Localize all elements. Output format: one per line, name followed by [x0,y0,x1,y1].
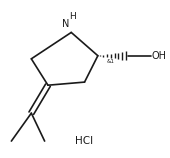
Text: H: H [70,12,76,21]
Text: N: N [62,19,69,29]
Text: HCl: HCl [75,136,94,146]
Text: &1: &1 [107,59,115,64]
Text: OH: OH [152,51,167,61]
